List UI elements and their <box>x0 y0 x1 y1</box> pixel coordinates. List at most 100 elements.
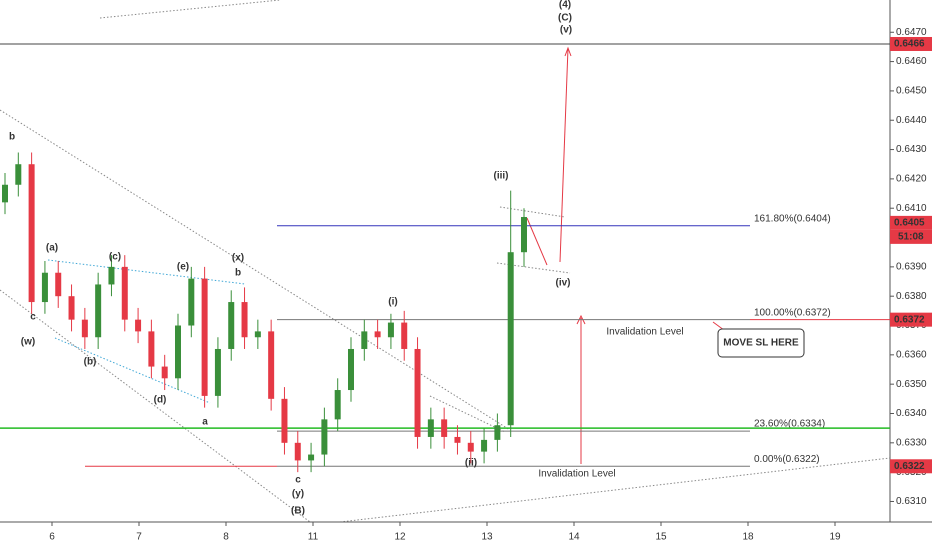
candle-body <box>268 331 275 399</box>
candle-body <box>148 331 155 367</box>
candle-body <box>401 322 408 349</box>
wave-label: b <box>9 132 15 143</box>
triangle-line <box>47 259 246 285</box>
candle-body <box>2 184 8 203</box>
candle-body <box>108 266 115 285</box>
y-tick-label: 0.6420 <box>896 174 927 185</box>
candle-body <box>348 348 354 391</box>
candle-body <box>55 272 62 297</box>
x-tick-label: 11 <box>308 532 319 543</box>
countdown-tag <box>890 229 932 244</box>
candle-body <box>188 278 195 326</box>
candle-body <box>441 419 448 437</box>
candle-body <box>15 164 22 185</box>
wave-label: (C) <box>558 13 572 24</box>
candle-body <box>121 266 128 320</box>
wave-label: (e) <box>177 262 189 273</box>
x-tick-label: 18 <box>742 532 754 543</box>
wave-label: (iii) <box>494 171 509 182</box>
wave-label: (iv) <box>556 278 571 289</box>
price-tag <box>890 215 932 230</box>
y-tick-label: 0.6460 <box>896 56 927 67</box>
candle-body <box>294 442 301 461</box>
candle-body <box>507 252 514 426</box>
level-label: 161.80%(0.6404) <box>754 213 831 224</box>
y-tick-label: 0.6440 <box>896 115 927 126</box>
candle-body <box>81 319 88 338</box>
candle-body <box>481 439 488 452</box>
candle-body <box>254 331 261 338</box>
wave-label: (i) <box>388 297 397 308</box>
wave-label: c <box>30 312 36 323</box>
candle-body <box>521 217 527 253</box>
y-tick-label: 0.6380 <box>896 291 927 302</box>
channel-line <box>0 289 311 523</box>
x-tick-label: 13 <box>481 532 493 543</box>
candle-body <box>68 296 75 320</box>
y-tick-label: 0.6470 <box>896 27 927 38</box>
y-tick-label: 0.6350 <box>896 379 927 390</box>
wave-label: (4) <box>559 0 571 11</box>
candle-body <box>28 164 35 303</box>
level-label: 23.60%(0.6334) <box>754 419 825 430</box>
candle-body <box>95 284 102 338</box>
price-tag-label: 0.6372 <box>894 314 925 325</box>
candle-body <box>361 331 368 349</box>
price-tag-label: 0.6322 <box>894 461 925 472</box>
level-label: 100.00%(0.6372) <box>754 307 831 318</box>
candle-body <box>467 442 474 452</box>
candle-body <box>334 390 341 420</box>
candle-body <box>494 425 501 440</box>
wave-label: (w) <box>21 337 35 348</box>
arrow-head <box>576 314 586 325</box>
candle-body <box>281 398 288 443</box>
candle-body <box>135 319 142 332</box>
wave-label: (d) <box>154 395 167 406</box>
note: Invalidation Level <box>606 327 683 338</box>
wave-label: (B) <box>291 506 305 517</box>
y-tick-label: 0.6450 <box>896 86 927 97</box>
candle-body <box>201 278 208 396</box>
wave-label: a <box>202 417 208 428</box>
candle-body <box>374 331 381 338</box>
candle-body <box>427 419 434 437</box>
wave-label: (x) <box>232 253 244 264</box>
y-tick-label: 0.6430 <box>896 144 927 155</box>
wave-label: (c) <box>109 252 121 263</box>
candle-body <box>214 348 221 396</box>
y-tick-label: 0.6340 <box>896 408 927 419</box>
candle-body <box>228 302 235 349</box>
wave-label: (b) <box>84 357 97 368</box>
x-tick-label: 6 <box>49 532 55 543</box>
x-tick-label: 8 <box>223 532 229 543</box>
candle-body <box>321 419 328 455</box>
y-tick-label: 0.6410 <box>896 203 927 214</box>
candle-body <box>414 348 421 437</box>
price-tag <box>890 459 932 474</box>
note: Invalidation Level <box>538 469 615 480</box>
callout-box <box>717 328 805 358</box>
price-tag-label: 0.6405 <box>894 218 925 229</box>
channel-line <box>0 109 511 431</box>
x-tick-label: 7 <box>136 532 142 543</box>
x-tick-label: 19 <box>829 532 841 543</box>
wave-label: (y) <box>292 489 304 500</box>
candle-body <box>454 436 461 443</box>
wave-label: (v) <box>560 25 572 36</box>
wave-label: c <box>295 475 301 486</box>
price-tag <box>890 36 932 51</box>
price-tag <box>890 312 932 327</box>
candle-body <box>241 302 248 338</box>
trend-lines <box>0 0 891 523</box>
candle-body <box>387 322 394 338</box>
arrow-head <box>564 46 572 57</box>
note: MOVE SL HERE <box>723 338 799 349</box>
countdown: 51:08 <box>898 232 924 243</box>
y-tick-label: 0.6390 <box>896 262 927 273</box>
candle-body <box>161 366 168 379</box>
trend-line <box>339 457 891 523</box>
y-tick-label: 0.6310 <box>896 496 927 507</box>
x-tick-label: 12 <box>394 532 406 543</box>
level-label: 0.00%(0.6322) <box>754 454 820 465</box>
